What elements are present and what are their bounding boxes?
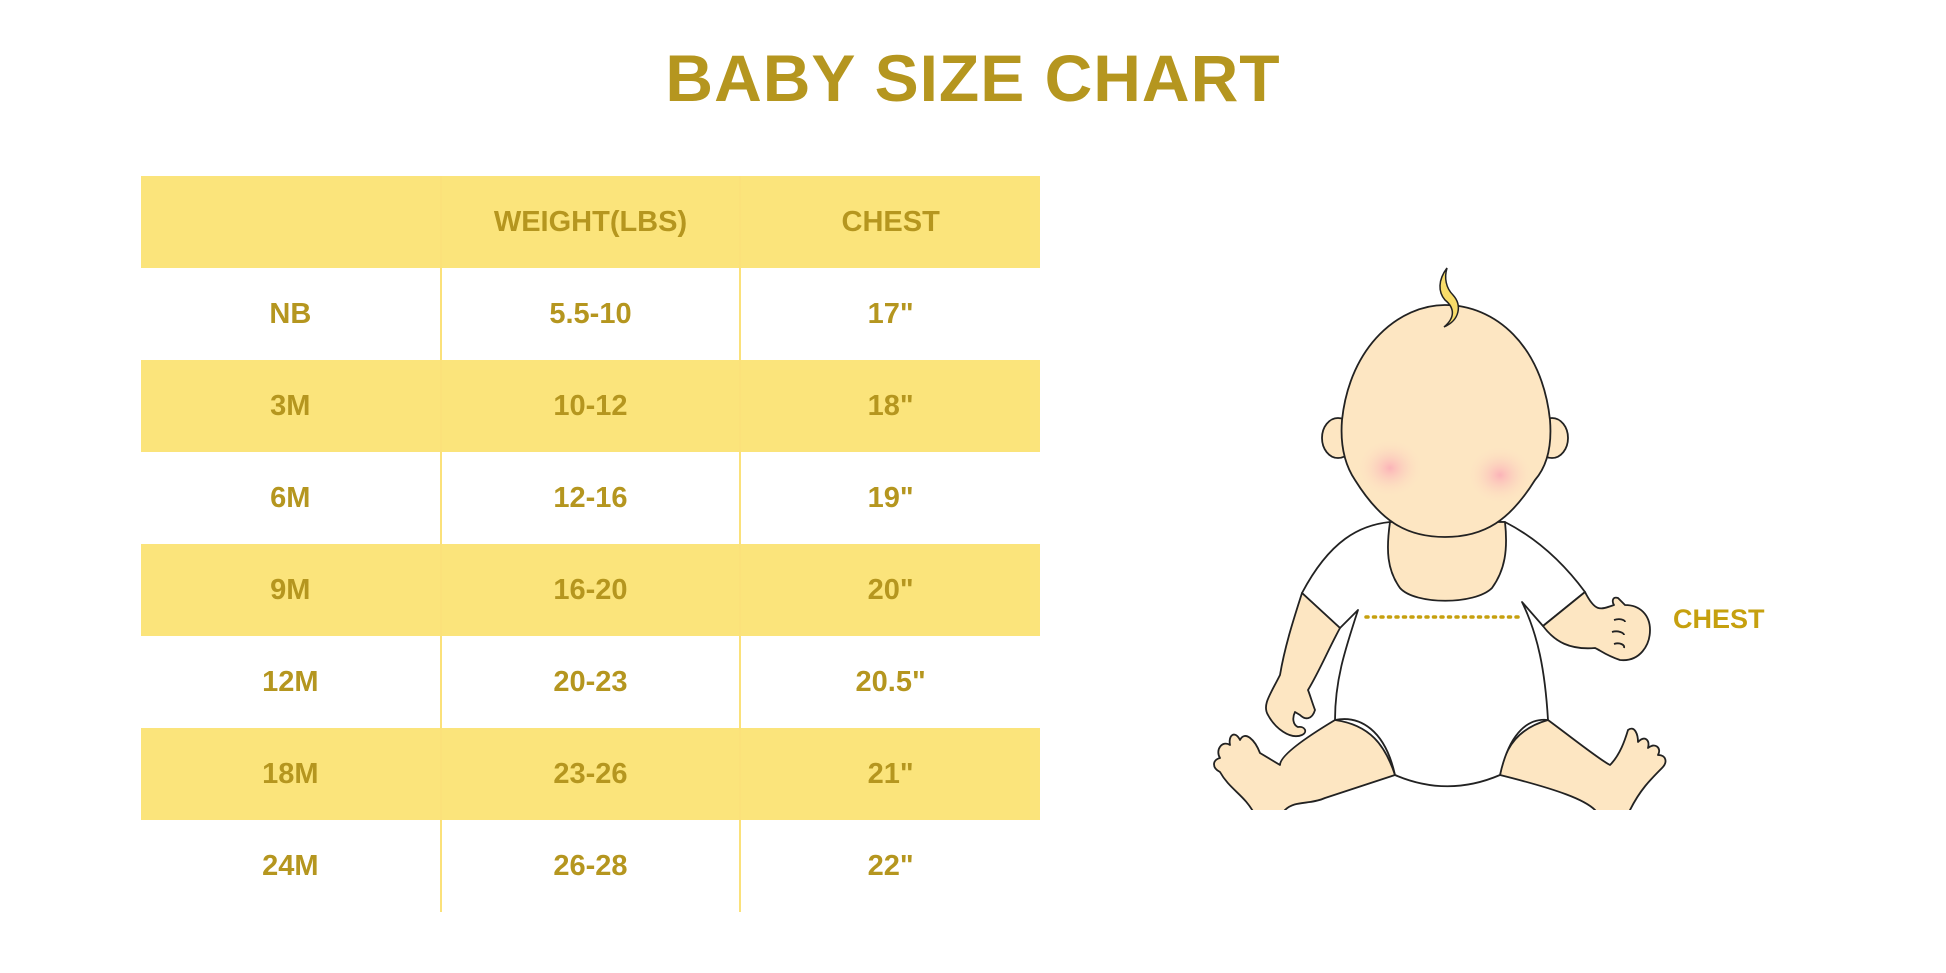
baby-illustration: CHEST	[1213, 267, 1765, 810]
header-size	[141, 176, 441, 268]
chest-cell: 21"	[739, 728, 1040, 820]
head	[1340, 304, 1552, 538]
table-row: NB 5.5-10 17"	[141, 268, 1040, 360]
left-arm	[1265, 592, 1341, 738]
header-weight: WEIGHT(LBS)	[439, 176, 741, 268]
chest-label: CHEST	[1673, 604, 1765, 634]
table-row: 6M 12-16 19"	[141, 452, 1040, 544]
hair-tuft	[1439, 267, 1460, 328]
weight-cell: 10-12	[439, 360, 741, 452]
size-cell: 3M	[141, 360, 441, 452]
chest-cell: 20.5"	[739, 636, 1040, 728]
chest-cell: 17"	[739, 268, 1040, 360]
weight-cell: 26-28	[439, 820, 741, 912]
right-leg	[1499, 719, 1667, 810]
size-cell: 12M	[262, 665, 319, 698]
size-cell: NB	[269, 297, 312, 330]
header-chest: CHEST	[739, 176, 1040, 268]
size-cell: 18M	[141, 728, 441, 820]
table-row: 18M 23-26 21"	[141, 728, 1040, 820]
weight-cell: 12-16	[439, 452, 741, 544]
weight-cell: 23-26	[439, 728, 741, 820]
weight-cell: 16-20	[439, 544, 741, 636]
weight-cell: 20-23	[439, 636, 741, 728]
page-title: BABY SIZE CHART	[665, 41, 1281, 115]
chest-cell: 20"	[739, 544, 1040, 636]
size-cell: 9M	[141, 544, 441, 636]
bodysuit	[1301, 521, 1586, 788]
neck	[1387, 521, 1507, 602]
weight-cell: 5.5-10	[439, 268, 741, 360]
chest-cell: 18"	[739, 360, 1040, 452]
table-row: 9M 16-20 20"	[141, 544, 1040, 636]
left-leg	[1213, 719, 1396, 810]
size-cell: 6M	[270, 481, 311, 514]
table-header-row: WEIGHT(LBS) CHEST	[141, 176, 1040, 268]
size-cell: 24M	[262, 849, 319, 882]
table-row: 12M 20-23 20.5"	[141, 636, 1040, 728]
size-table: WEIGHT(LBS) CHEST NB 5.5-10 17" 3M 10-12 18"…	[141, 176, 1040, 912]
right-arm	[1542, 591, 1651, 661]
chest-cell: 22"	[739, 820, 1040, 912]
table-row: 24M 26-28 22"	[141, 820, 1040, 912]
chest-cell: 19"	[739, 452, 1040, 544]
table-row: 3M 10-12 18"	[141, 360, 1040, 452]
